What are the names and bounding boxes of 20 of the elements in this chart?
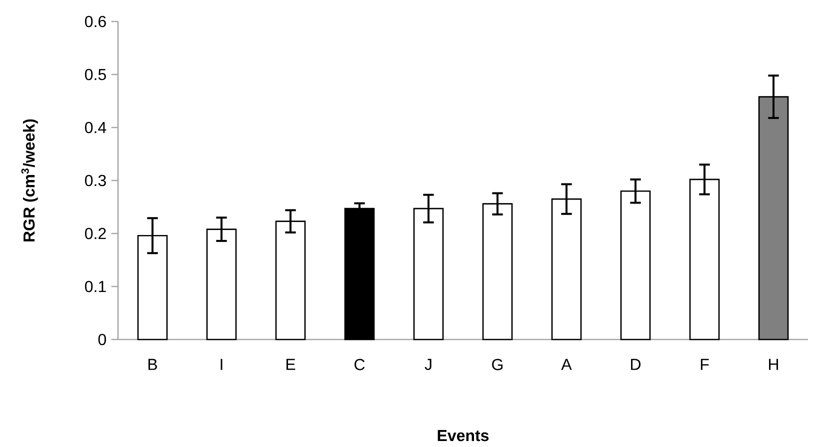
y-tick-label: 0 — [98, 334, 106, 346]
y-tick-label: 0.6 — [85, 16, 106, 28]
x-tick-label: H — [769, 358, 778, 370]
x-tick-label: F — [700, 358, 709, 370]
x-tick-label: B — [148, 358, 157, 370]
x-tick-label: I — [220, 358, 222, 370]
x-tick-label: E — [286, 358, 296, 370]
y-tick-label: 0.3 — [85, 174, 106, 186]
x-tick-label: A — [561, 358, 572, 370]
x-tick-label: G — [492, 358, 503, 370]
x-axis-title: Events — [438, 430, 489, 442]
x-tick-label: C — [354, 358, 365, 370]
y-tick-label: 0.2 — [85, 228, 106, 240]
y-tick-label: 0.1 — [85, 280, 106, 292]
x-tick-label: J — [424, 358, 432, 370]
x-tick-label: D — [631, 358, 641, 370]
y-tick-label: 0.4 — [85, 122, 106, 134]
bar — [344, 208, 375, 340]
y-tick-label: 0.5 — [85, 68, 106, 80]
y-axis-title: RGR (cm$^{3}$/week) — [21, 119, 38, 242]
